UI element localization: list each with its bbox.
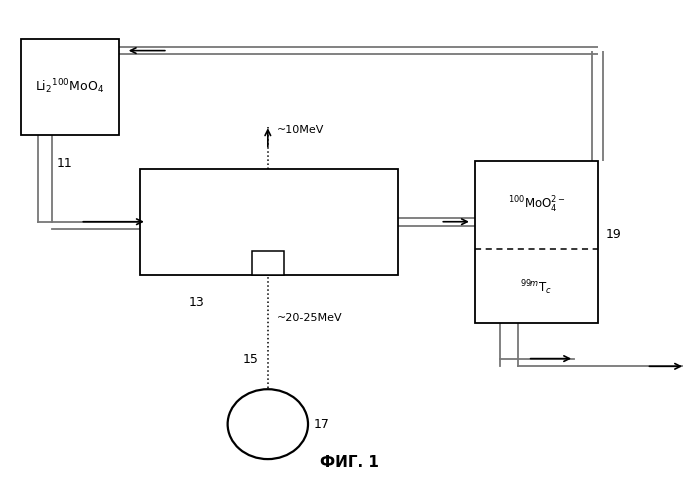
Text: ФИГ. 1: ФИГ. 1 [320,455,379,470]
Text: $^{99m}$T$_c$: $^{99m}$T$_c$ [521,278,552,297]
Bar [252,251,284,275]
Bar [475,161,598,323]
Text: $^{100}$MoO$_4^{2-}$: $^{100}$MoO$_4^{2-}$ [507,195,565,215]
Text: 15: 15 [243,353,259,365]
Text: Li$_2$$^{100}$MoO$_4$: Li$_2$$^{100}$MoO$_4$ [36,78,104,96]
Text: 19: 19 [606,228,622,241]
Ellipse shape [228,389,308,459]
Bar [21,39,119,135]
Bar [140,169,398,275]
Text: ~10MeV: ~10MeV [277,125,324,135]
Text: 11: 11 [57,157,73,170]
Text: ~20-25MeV: ~20-25MeV [277,313,343,323]
Text: 17: 17 [313,418,329,430]
Text: 13: 13 [189,296,205,309]
